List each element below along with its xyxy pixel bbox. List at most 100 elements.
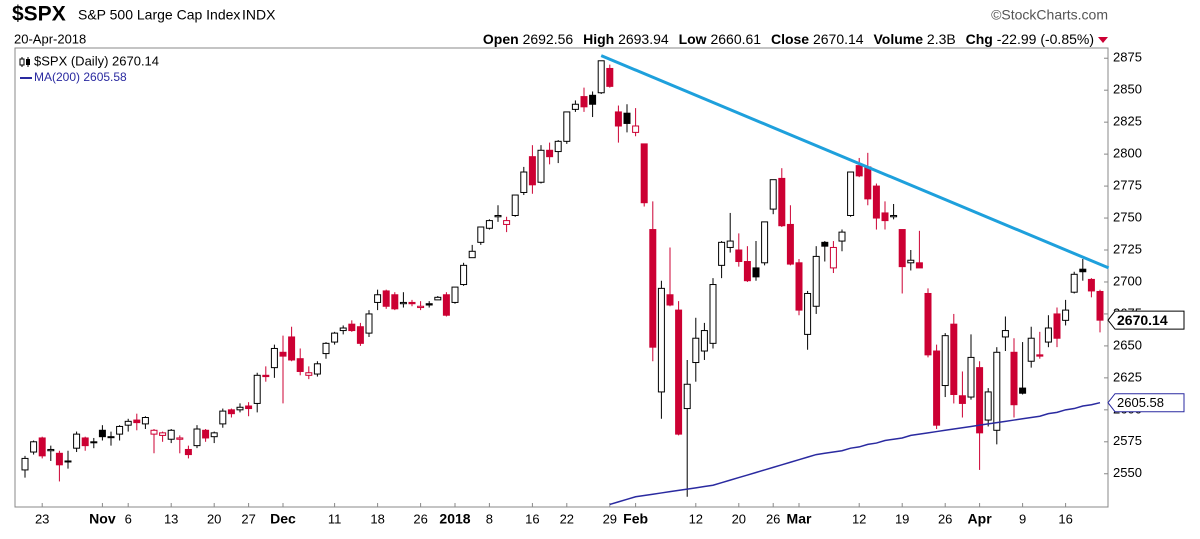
stat-label: Open [483, 31, 519, 47]
candle-body [769, 179, 777, 210]
candle-body [1044, 327, 1052, 343]
candle-body [64, 460, 72, 463]
candle-body [116, 425, 124, 435]
candle-body [528, 156, 536, 186]
candle-body [563, 111, 571, 142]
candle-body [847, 171, 855, 216]
x-tick-label: 20 [207, 511, 221, 526]
exchange: INDX [242, 7, 276, 23]
candle-body [907, 259, 915, 264]
y-tick-label: 2725 [1113, 241, 1142, 256]
candle-body [382, 290, 390, 307]
stat-value: -22.99 [997, 31, 1037, 47]
x-tick-label: 19 [895, 511, 909, 526]
candle-body [632, 125, 640, 133]
x-tick-label: 16 [525, 511, 539, 526]
candle-body [81, 437, 89, 447]
candle-body [692, 337, 700, 364]
x-tick-label: 2018 [439, 511, 470, 527]
candle-body [30, 441, 38, 453]
candle-body [434, 296, 442, 301]
x-tick-label: 13 [164, 511, 178, 526]
date: 20-Apr-2018 [14, 31, 86, 46]
candle-body [589, 94, 597, 105]
x-tick-label: 26 [413, 511, 427, 526]
x-tick-label: Mar [787, 511, 812, 527]
candle-body [554, 140, 562, 153]
ma-line [609, 401, 1101, 506]
candle-body [90, 441, 98, 444]
trendline [600, 54, 1110, 270]
y-tick-label: 2850 [1113, 82, 1142, 97]
candle-body [838, 231, 846, 242]
stat-value: 2693.94 [618, 31, 669, 47]
candle-body [855, 165, 863, 177]
candle-body [709, 284, 717, 344]
candle-body [124, 420, 132, 426]
candle-body [339, 327, 347, 332]
candle-body [1062, 309, 1070, 321]
candle-body [1001, 330, 1009, 338]
candle-body [864, 166, 872, 200]
candle-body [253, 374, 261, 404]
candle-body [666, 294, 674, 306]
stat-label: Low [679, 31, 707, 47]
candle-body [649, 229, 657, 348]
legend-label: $SPX (Daily) 2670.14 [34, 53, 159, 68]
candle-body [941, 335, 949, 387]
candle-body [675, 309, 683, 435]
candle-body [322, 342, 330, 355]
candle-body [193, 428, 201, 447]
candle-body [425, 303, 433, 306]
y-tick-label: 2750 [1113, 209, 1142, 224]
y-tick-label: 2625 [1113, 369, 1142, 384]
x-tick-label: 9 [1019, 511, 1026, 526]
candle-body [270, 347, 278, 369]
candle-body [159, 432, 167, 436]
candle-body [924, 292, 932, 356]
candle-body [657, 287, 665, 393]
candle-body [1096, 290, 1104, 321]
candle-body [442, 294, 450, 316]
x-tick-label: 11 [328, 511, 342, 526]
candle-body [150, 429, 158, 435]
x-tick-label: 18 [370, 511, 384, 526]
candle-body [890, 214, 898, 218]
candle-body [614, 111, 622, 127]
candle-body [348, 323, 356, 332]
candle-body [520, 171, 528, 193]
stats: Open 2692.56 High 2693.94 Low 2660.61 Cl… [483, 31, 1094, 47]
candle-body [391, 294, 399, 310]
candle-body [700, 330, 708, 352]
candle-body [1053, 313, 1061, 339]
candle-body [245, 405, 253, 410]
candle-body [984, 391, 992, 421]
y-tick-label: 2575 [1113, 433, 1142, 448]
candle-body [374, 294, 382, 303]
candle-body [21, 457, 29, 471]
x-tick-label: 27 [241, 511, 255, 526]
x-tick-label: Apr [968, 511, 993, 527]
candle-body [296, 358, 304, 372]
candle-body [571, 103, 579, 110]
candle-body [761, 221, 769, 264]
candle-body [726, 240, 734, 248]
candle-body [477, 226, 485, 243]
last-value-box [1107, 310, 1185, 330]
candle-body [468, 250, 476, 259]
candle-body [786, 223, 794, 265]
stat-label: High [583, 31, 614, 47]
stat-value: 2670.14 [813, 31, 864, 47]
candle-body [1010, 351, 1018, 406]
candle-body [976, 367, 984, 434]
candle-body [485, 220, 493, 229]
candle-body [133, 419, 141, 424]
candle-body [417, 305, 425, 309]
candle-body [262, 374, 270, 378]
candle-body [640, 143, 648, 204]
candle-body [219, 410, 227, 425]
candle-body [597, 60, 605, 94]
candle-body [313, 363, 321, 375]
candle-body [176, 437, 184, 440]
